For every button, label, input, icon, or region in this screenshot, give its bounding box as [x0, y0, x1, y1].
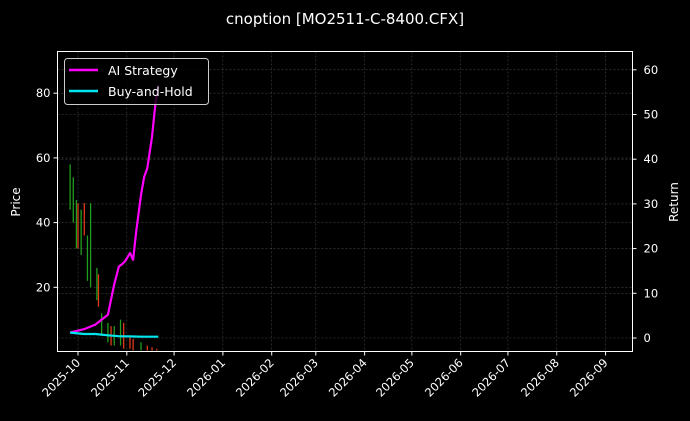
legend-ai-strategy-label: AI Strategy — [108, 63, 178, 78]
y-axis-left: 20 40 60 80 — [36, 86, 58, 294]
y-right-tick-label: 40 — [644, 152, 659, 166]
plot-frame — [57, 51, 633, 352]
legend: AI Strategy Buy-and-Hold — [64, 58, 209, 105]
y-left-tick-label: 20 — [36, 280, 51, 294]
legend-buy-and-hold-label: Buy-and-Hold — [108, 84, 193, 99]
y-left-tick-label: 60 — [36, 151, 51, 165]
ai-strategy-line — [69, 85, 160, 334]
y-right-tick-label: 0 — [644, 331, 651, 345]
y-axis-right: 0 10 20 30 40 50 60 — [632, 63, 659, 345]
chart-title: cnoption [MO2511-C-8400.CFX] — [226, 10, 464, 28]
y-right-tick-label: 20 — [644, 242, 659, 256]
y-left-tick-label: 80 — [36, 86, 51, 100]
y-axis-right-label: Return — [667, 182, 681, 222]
y-left-tick-label: 40 — [36, 216, 51, 230]
y-right-tick-label: 50 — [644, 108, 659, 122]
buy-and-hold-line — [69, 331, 159, 338]
y-axis-left-label: Price — [9, 187, 23, 216]
y-right-tick-label: 30 — [644, 197, 659, 211]
y-right-tick-label: 10 — [644, 286, 659, 300]
line-series — [69, 85, 160, 338]
y-right-tick-label: 60 — [644, 63, 659, 77]
